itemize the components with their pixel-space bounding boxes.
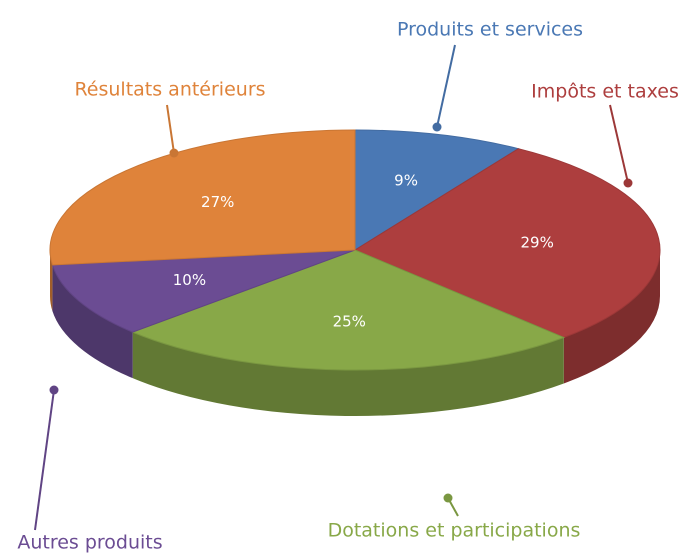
value-label: 29% xyxy=(521,234,554,252)
leader-dot xyxy=(443,493,453,503)
category-label: Dotations et participations xyxy=(328,520,581,542)
pie-slice xyxy=(51,249,356,333)
value-label: 10% xyxy=(173,271,206,289)
leader-line xyxy=(436,44,456,128)
leader-line xyxy=(166,104,175,154)
value-label: 25% xyxy=(333,312,366,330)
value-label: 9% xyxy=(394,171,418,189)
value-label: 27% xyxy=(201,193,234,211)
leader-line xyxy=(34,389,55,531)
category-label: Produits et services xyxy=(397,19,583,41)
pie-side xyxy=(52,265,133,379)
pie-side xyxy=(132,332,564,416)
pie-slice xyxy=(354,129,520,251)
pie-slice xyxy=(131,249,566,371)
pie-slice xyxy=(353,148,661,339)
category-label: Résultats antérieurs xyxy=(74,79,265,101)
pie-side xyxy=(563,250,660,384)
category-label: Impôts et taxes xyxy=(531,81,679,103)
leader-line xyxy=(609,104,629,184)
pie-side xyxy=(50,250,53,312)
category-label: Autres produits xyxy=(17,532,162,554)
leader-dot xyxy=(623,178,633,188)
leader-dot xyxy=(169,148,179,158)
pie-slice xyxy=(49,129,356,266)
leader-dot xyxy=(49,385,59,395)
leader-dot xyxy=(432,122,442,132)
